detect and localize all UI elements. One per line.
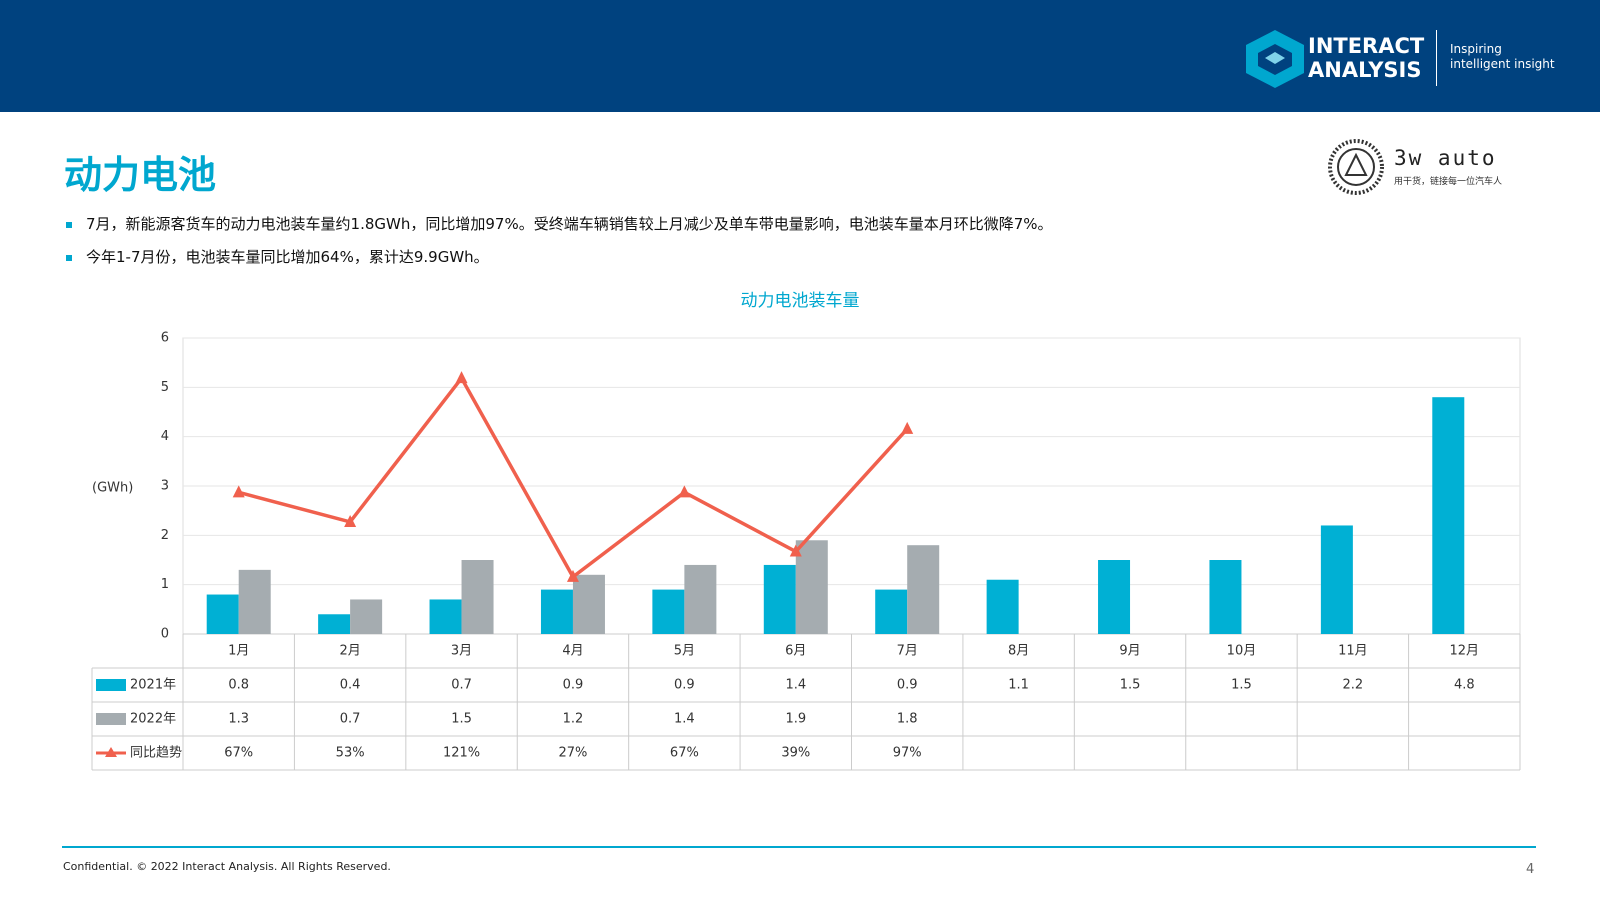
bullet: 7月，新能源客货车的动力电池装车量约1.8GWh，同比增加97%。受终端车辆销售… (66, 213, 1053, 234)
table-cell: 1.8 (897, 712, 918, 727)
x-tick-label: 11月 (1338, 644, 1368, 659)
trend-marker (901, 421, 914, 434)
trend-marker (455, 371, 468, 384)
bar (540, 589, 573, 634)
table-cell: 1.5 (451, 712, 472, 727)
y-tick-label: 2 (161, 528, 169, 543)
bar (1432, 397, 1465, 634)
y-tick-label: 4 (161, 429, 169, 444)
legend-label: 2022年 (130, 712, 176, 727)
y-tick-label: 0 (161, 627, 169, 642)
bar (986, 579, 1019, 634)
legend-swatch (96, 679, 126, 691)
table-cell: 1.2 (563, 712, 584, 727)
y-tick-label: 3 (161, 479, 169, 494)
table-cell: 0.8 (228, 678, 249, 693)
table-cell: 1.4 (785, 678, 806, 693)
table-cell: 53% (336, 746, 365, 761)
trend-marker (232, 485, 245, 498)
table-cell: 0.7 (340, 712, 361, 727)
x-tick-label: 4月 (562, 644, 583, 659)
tagline-line: Inspiring (1450, 42, 1502, 56)
table-cell: 1.4 (674, 712, 695, 727)
legend-marker (105, 747, 117, 757)
table-cell: 0.9 (897, 678, 918, 693)
page-number: 4 (1526, 862, 1535, 877)
table-cell: 1.1 (1008, 678, 1029, 693)
header-bar (0, 0, 1600, 112)
table-cell: 97% (893, 746, 922, 761)
x-tick-label: 10月 (1227, 644, 1257, 659)
trend-marker (344, 514, 357, 527)
trend-marker (678, 485, 691, 498)
brand-line: ANALYSIS (1308, 58, 1422, 82)
table-cell: 27% (559, 746, 588, 761)
table-cell: 2.2 (1343, 678, 1364, 693)
x-tick-label: 12月 (1450, 644, 1480, 659)
table-cell: 4.8 (1454, 678, 1475, 693)
y-tick-label: 1 (161, 577, 169, 592)
bar (461, 560, 494, 634)
y-tick-label: 6 (161, 331, 169, 346)
x-tick-label: 6月 (785, 644, 806, 659)
x-tick-label: 8月 (1008, 644, 1029, 659)
tagline: Inspiring intelligent insight (1450, 42, 1555, 72)
partner-slogan: 用干货，链接每一位汽车人 (1394, 177, 1503, 187)
table-cell: 67% (224, 746, 253, 761)
legend-label: 2021年 (130, 678, 176, 693)
bar (1209, 560, 1242, 634)
table-cell: 0.7 (451, 678, 472, 693)
divider (1436, 30, 1437, 86)
bar (652, 589, 685, 634)
x-tick-label: 3月 (451, 644, 472, 659)
y-axis-label: (GWh) (92, 481, 133, 496)
table-cell: 121% (443, 746, 480, 761)
bar (238, 569, 271, 634)
x-tick-label: 9月 (1119, 644, 1140, 659)
partner-name: 3w auto (1394, 146, 1497, 170)
bar (875, 589, 908, 634)
bar (684, 564, 717, 634)
bullet: 今年1-7月份，电池装车量同比增加64%，累计达9.9GWh。 (66, 246, 489, 267)
legend-swatch (96, 713, 126, 725)
brand-line: INTERACT (1308, 34, 1425, 58)
bar (318, 614, 351, 634)
bar (206, 594, 239, 634)
footer-text: Confidential. © 2022 Interact Analysis. … (63, 860, 391, 873)
table-cell: 1.3 (228, 712, 249, 727)
partner-logo (1328, 139, 1384, 195)
table-cell: 0.4 (340, 678, 361, 693)
table-cell: 1.5 (1231, 678, 1252, 693)
brand-logo (1246, 30, 1304, 88)
x-tick-label: 1月 (228, 644, 249, 659)
trend-marker (789, 544, 802, 557)
bar (429, 599, 462, 634)
table-cell: 39% (781, 746, 810, 761)
table-cell: 1.9 (785, 712, 806, 727)
table-cell: 0.9 (563, 678, 584, 693)
slide-title: 动力电池 (64, 153, 217, 197)
brand-name: INTERACT ANALYSIS (1308, 34, 1424, 82)
legend-label: 同比趋势 (130, 745, 182, 761)
y-tick-label: 5 (161, 380, 169, 395)
bar (763, 564, 796, 634)
x-tick-label: 5月 (674, 644, 695, 659)
chart-title: 动力电池装车量 (741, 291, 860, 311)
footer-rule (62, 846, 1536, 848)
table-cell: 67% (670, 746, 699, 761)
bar (1098, 560, 1131, 634)
bar (572, 574, 605, 634)
trend-marker (566, 569, 579, 582)
x-tick-label: 7月 (897, 644, 918, 659)
bar (1320, 525, 1353, 634)
table-cell: 0.9 (674, 678, 695, 693)
bar (907, 545, 940, 634)
table-cell: 1.5 (1120, 678, 1141, 693)
x-tick-label: 2月 (339, 644, 360, 659)
bar (350, 599, 383, 634)
tagline-line: intelligent insight (1450, 57, 1555, 71)
